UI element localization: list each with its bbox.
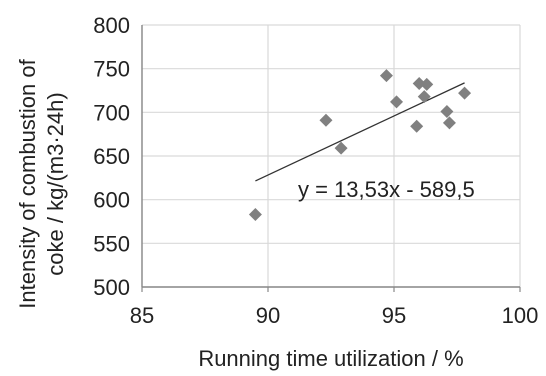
- data-point: [334, 141, 348, 155]
- y-tick-label: 500: [93, 275, 130, 300]
- data-point: [410, 119, 424, 133]
- y-tick-label: 650: [93, 144, 130, 169]
- trendline-equation: y = 13,53x - 589,5: [298, 177, 475, 202]
- y-tick-label: 750: [93, 57, 130, 82]
- data-point: [379, 69, 393, 83]
- y-tick-label: 800: [93, 13, 130, 38]
- data-point: [390, 95, 404, 109]
- trendline: [255, 82, 465, 182]
- data-point: [248, 208, 262, 222]
- y-tick-label: 550: [93, 231, 130, 256]
- x-tick-label: 95: [382, 303, 406, 328]
- data-point: [442, 116, 456, 130]
- x-tick-labels: 85 90 95 100: [130, 303, 539, 328]
- data-point: [417, 90, 431, 104]
- x-tick-label: 85: [130, 303, 154, 328]
- data-points: [248, 69, 472, 222]
- y-tick-label: 700: [93, 100, 130, 125]
- data-point: [420, 77, 434, 91]
- x-tick-label: 90: [256, 303, 280, 328]
- data-point: [458, 86, 472, 100]
- y-axis-title-line1: Intensity of combustion of: [15, 58, 40, 308]
- y-axis-title-line2: coke / kg/(m3·24h): [43, 92, 68, 275]
- axes: [141, 25, 521, 292]
- data-point: [440, 104, 454, 118]
- x-tick-label: 100: [502, 303, 539, 328]
- data-point: [319, 113, 333, 127]
- trendline-group: [255, 82, 465, 182]
- y-tick-labels: 500 550 600 650 700 750 800: [93, 13, 130, 300]
- grid-lines: [141, 24, 521, 288]
- data-point: [412, 77, 426, 91]
- y-tick-label: 600: [93, 188, 130, 213]
- x-axis-title: Running time utilization / %: [198, 346, 463, 371]
